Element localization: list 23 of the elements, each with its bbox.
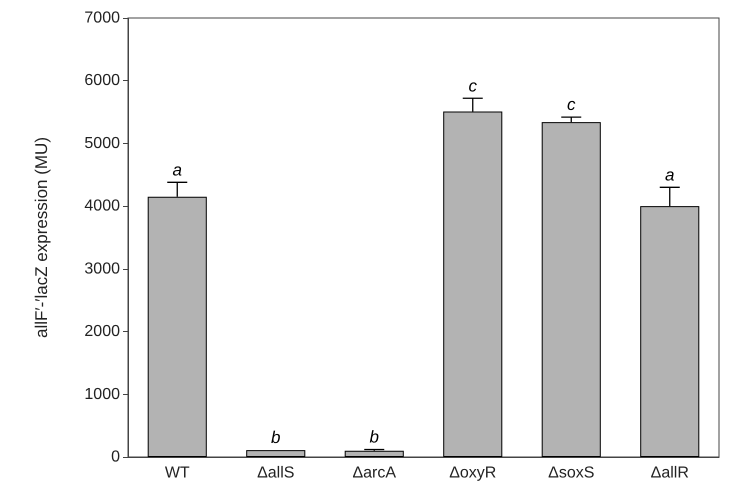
y-tick-label: 3000 bbox=[84, 260, 120, 278]
x-tick-label: WT bbox=[164, 464, 190, 482]
annotation: a bbox=[172, 160, 182, 180]
annotation: c bbox=[468, 76, 478, 96]
y-tick-label: 0 bbox=[111, 448, 120, 466]
annotation: b bbox=[271, 428, 280, 448]
y-tick-label: 6000 bbox=[84, 72, 120, 90]
x-tick-label: ΔsoxS bbox=[548, 464, 594, 482]
x-tick-label: ΔallS bbox=[257, 464, 294, 482]
y-tick-label: 5000 bbox=[84, 134, 120, 152]
y-tick-label: 4000 bbox=[84, 198, 120, 215]
annotation: c bbox=[567, 95, 576, 114]
x-tick-label: ΔarcA bbox=[352, 464, 396, 482]
y-tick-label: 7000 bbox=[84, 10, 120, 26]
bar bbox=[344, 450, 404, 457]
x-tick-label: ΔoxyR bbox=[449, 464, 496, 482]
y-tick-label: 2000 bbox=[84, 323, 120, 340]
y-tick-label: 1000 bbox=[84, 386, 120, 403]
annotation: a bbox=[665, 165, 674, 184]
y-axis-title: allF′-′lacZ expression (MU) bbox=[32, 137, 51, 338]
annotation: b bbox=[370, 427, 379, 446]
x-tick-label: ΔallR bbox=[650, 464, 689, 482]
bar bbox=[246, 450, 306, 457]
